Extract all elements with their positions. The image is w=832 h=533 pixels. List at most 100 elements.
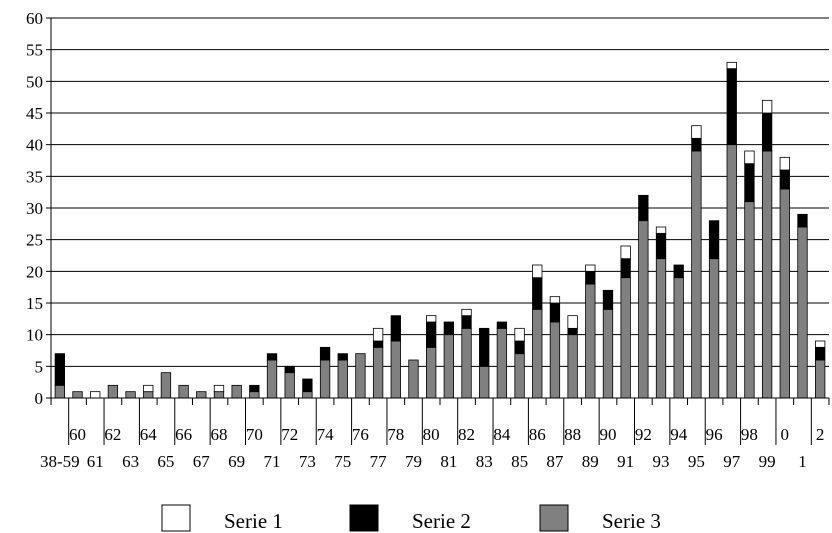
x-tick-label: 63 [122, 452, 139, 471]
bar-segment-serie-3 [213, 391, 225, 399]
bar-segment-serie-3 [532, 308, 543, 399]
x-tick-label: 61 [87, 452, 104, 471]
bar-segment-serie-3 [744, 201, 755, 399]
x-tick-label: 67 [193, 452, 211, 471]
bar-segment-serie-3 [160, 372, 172, 399]
y-axis-tick-labels: 0 5 10 15 20 25 30 35 40 45 50 55 60 [26, 9, 43, 408]
bar-segment-serie-3 [231, 384, 242, 399]
bar-segment-serie-2 [779, 169, 790, 190]
bar-segment-serie-2 [461, 315, 472, 329]
bar-segment-serie-3 [638, 220, 649, 399]
bar-segment-serie-1 [372, 327, 384, 342]
bar-segment-serie-2 [496, 321, 508, 329]
bar-segment-serie-2 [797, 213, 808, 228]
bar-segment-serie-2 [638, 194, 649, 222]
bar-segment-serie-1 [815, 340, 826, 348]
x-tick-label: 92 [635, 425, 652, 444]
bar-segment-serie-2 [390, 315, 401, 342]
bar-segment-serie-3 [143, 391, 154, 399]
x-tick-label: 81 [440, 452, 457, 471]
x-tick-label: 62 [104, 425, 121, 444]
bar-segment-serie-3 [54, 384, 65, 399]
x-tick-label: 38-59 [40, 452, 80, 471]
bar-segment-serie-2 [532, 277, 543, 310]
x-tick-label: 68 [210, 425, 227, 444]
bar-segment-serie-3 [125, 391, 136, 399]
x-tick-label: 0 [781, 425, 790, 444]
x-tick-label: 84 [493, 425, 511, 444]
bar-segment-serie-3 [390, 340, 401, 399]
bar-segment-serie-2 [708, 220, 720, 260]
bar-segment-serie-3 [107, 384, 119, 399]
x-axis-tick-labels: 38-5960616263646566676869707172737475767… [40, 425, 824, 471]
x-tick-label: 88 [564, 425, 581, 444]
x-tick-label: 90 [599, 425, 616, 444]
bar-segment-serie-2 [655, 232, 667, 260]
bar-segment-serie-3 [72, 391, 83, 399]
bar-segment-serie-2 [302, 378, 313, 393]
x-tick-label: 70 [246, 425, 263, 444]
bar-segment-serie-1 [549, 296, 561, 304]
y-tick-label: 0 [35, 389, 44, 408]
legend-label: Serie 3 [602, 509, 661, 533]
x-tick-label: 64 [140, 425, 158, 444]
x-tick-label: 85 [511, 452, 528, 471]
bar-segment-serie-3 [372, 346, 384, 399]
x-tick-label: 69 [228, 452, 245, 471]
bar-segment-serie-1 [426, 315, 437, 323]
bar-segment-serie-3 [549, 321, 561, 399]
legend-swatch [161, 504, 191, 532]
y-tick-label: 45 [26, 104, 43, 123]
bar-segment-serie-3 [178, 384, 189, 399]
x-tick-label: 87 [546, 452, 564, 471]
bar-segment-serie-2 [266, 353, 278, 361]
bar-segment-serie-2 [337, 353, 348, 361]
x-tick-label: 80 [423, 425, 440, 444]
bar-segment-serie-1 [213, 384, 225, 393]
legend: Serie 1 Serie 2 Serie 3 [161, 504, 661, 533]
bar-segment-serie-2 [726, 68, 737, 146]
y-tick-label: 25 [26, 231, 43, 250]
x-tick-label: 77 [370, 452, 388, 471]
bar-segment-serie-2 [602, 289, 614, 310]
bar-segment-serie-1 [726, 61, 737, 70]
bar-segment-serie-2 [567, 327, 578, 336]
bar-segment-serie-3 [461, 327, 472, 399]
x-tick-label: 74 [317, 425, 335, 444]
bar-segment-serie-2 [443, 321, 454, 336]
bar-segment-serie-3 [196, 391, 207, 399]
bar-segment-serie-3 [620, 277, 631, 399]
x-tick-label: 65 [157, 452, 174, 471]
bar-segment-serie-3 [673, 277, 684, 399]
y-tick-label: 55 [26, 41, 43, 60]
bar-segment-serie-3 [249, 391, 260, 399]
bar-segment-serie-2 [479, 327, 490, 367]
x-tick-label: 60 [69, 425, 86, 444]
bar-segment-serie-1 [567, 315, 578, 329]
bar-segment-serie-2 [744, 163, 755, 203]
bar-segment-serie-2 [549, 302, 561, 323]
y-tick-label: 30 [26, 199, 43, 218]
bar-segment-serie-3 [337, 359, 348, 399]
legend-swatch [349, 504, 379, 532]
bar-segment-serie-1 [461, 308, 472, 317]
bar-segment-serie-1 [744, 150, 755, 165]
x-tick-label: 86 [529, 425, 546, 444]
bar-segment-serie-3 [797, 226, 808, 399]
x-tick-label: 95 [688, 452, 705, 471]
bar-segment-serie-1 [514, 327, 525, 342]
y-tick-label: 10 [26, 326, 43, 345]
x-tick-label: 1 [798, 452, 807, 471]
bar-segment-serie-3 [815, 359, 826, 399]
x-tick-label: 94 [670, 425, 688, 444]
bar-segment-serie-3 [266, 359, 278, 399]
bars [54, 61, 826, 399]
bar-segment-serie-1 [585, 264, 596, 272]
legend-swatch [539, 504, 569, 532]
bar-segment-serie-2 [54, 353, 65, 386]
x-tick-label: 93 [653, 452, 670, 471]
bar-segment-serie-2 [691, 137, 702, 152]
axes [46, 17, 830, 445]
bar-segment-serie-2 [815, 346, 826, 361]
